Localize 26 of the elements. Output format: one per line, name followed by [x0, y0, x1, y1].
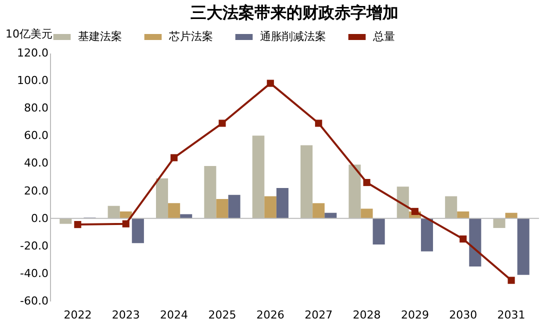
y-tick-label: -40.0	[20, 266, 48, 280]
x-tick-label: 2023	[112, 308, 140, 322]
x-tick-label: 2027	[304, 308, 333, 322]
y-tick-label: 100.0	[17, 74, 48, 88]
x-tick-label: 2024	[160, 308, 188, 322]
x-tick-label: 2026	[256, 308, 284, 322]
x-tick-label: 2025	[208, 308, 236, 322]
y-tick-label: 120.0	[17, 46, 48, 60]
y-axis-title: 10亿美元	[6, 28, 52, 40]
y-tick-label: 60.0	[24, 129, 48, 142]
y-tick-label: 20.0	[24, 184, 48, 198]
legend-label: 芯片法案	[168, 30, 213, 43]
y-tick-label: 0.0	[31, 212, 48, 225]
y-tick-label: -60.0	[20, 294, 48, 308]
y-tick-label: -20.0	[20, 239, 48, 252]
x-tick-label: 2029	[400, 308, 429, 322]
chart-title: 三大法案带来的财政赤字增加	[190, 3, 398, 22]
y-tick-label: 80.0	[24, 102, 48, 115]
x-tick-label: 2022	[64, 308, 92, 322]
y-tick-label: 40.0	[24, 156, 48, 170]
x-tick-label: 2030	[449, 308, 478, 322]
legend-label: 通胀削减法案	[260, 30, 326, 43]
legend-label: 总量	[372, 30, 395, 43]
legend-label: 基建法案	[78, 30, 122, 43]
x-tick-label: 2031	[497, 308, 526, 322]
x-tick-label: 2028	[352, 308, 381, 322]
